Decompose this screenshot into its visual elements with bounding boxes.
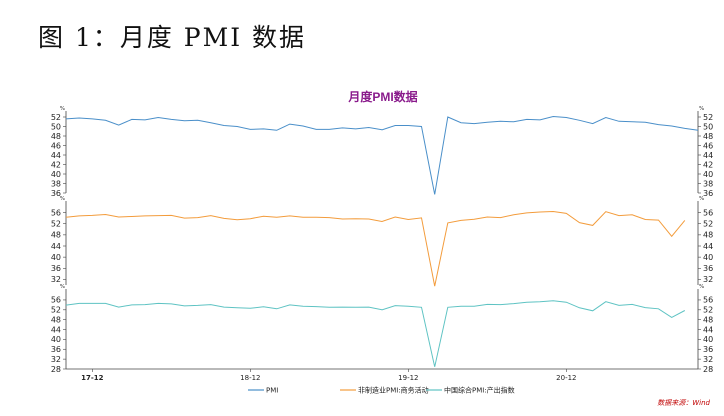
y-tick-label: 48 [703, 132, 713, 141]
legend-label: 中国综合PMI:产出指数 [444, 386, 515, 395]
y-tick-label: 56 [703, 208, 713, 217]
legend-label: PMI [266, 387, 278, 395]
y-tick-label: 44 [51, 151, 61, 160]
chart-title: 月度PMI数据 [347, 89, 417, 104]
legend-label: 非制造业PMI:商务活动 [358, 386, 429, 395]
y-tick-label: 48 [51, 132, 61, 141]
y-tick-label: 40 [51, 335, 61, 344]
y-tick-label: 50 [703, 122, 713, 131]
x-tick-label: 20-12 [556, 374, 576, 382]
y-tick-label: 52 [51, 220, 61, 229]
y-tick-label: 46 [51, 141, 61, 150]
y-tick-label: 36 [703, 345, 713, 354]
y-tick-label: 36 [51, 264, 61, 273]
y-tick-label: 44 [51, 242, 61, 251]
y-tick-label: 44 [703, 325, 713, 334]
y-tick-label: 50 [51, 122, 61, 131]
y-tick-label: 52 [51, 113, 61, 122]
y-tick-label: 28 [51, 365, 61, 374]
y-unit-label: % [699, 106, 704, 112]
y-tick-label: 36 [703, 264, 713, 273]
y-unit-label: % [699, 196, 704, 202]
y-tick-label: 52 [51, 306, 61, 315]
y-tick-label: 32 [703, 275, 713, 284]
y-tick-label: 48 [51, 231, 61, 240]
x-tick-label: 18-12 [240, 374, 260, 382]
y-tick-label: 38 [703, 179, 713, 188]
y-tick-label: 40 [703, 335, 713, 344]
y-tick-label: 40 [51, 253, 61, 262]
y-tick-label: 48 [703, 315, 713, 324]
y-tick-label: 32 [51, 275, 61, 284]
y-tick-label: 48 [703, 231, 713, 240]
y-tick-label: 56 [703, 296, 713, 305]
y-tick-label: 42 [51, 160, 61, 169]
x-tick-label: 19-12 [398, 374, 418, 382]
y-tick-label: 40 [703, 253, 713, 262]
y-tick-label: 52 [703, 113, 713, 122]
y-tick-label: 40 [51, 170, 61, 179]
y-tick-label: 32 [703, 355, 713, 364]
series-line [65, 115, 699, 195]
y-tick-label: 48 [51, 315, 61, 324]
y-tick-label: 42 [703, 160, 713, 169]
y-unit-label: % [699, 284, 704, 290]
y-tick-label: 44 [51, 325, 61, 334]
page-heading: 图 1：月度 PMI 数据 [38, 23, 307, 52]
series-line [65, 300, 686, 367]
y-tick-label: 40 [703, 170, 713, 179]
panel-2: % % 56 56 52 52 48 48 44 44 40 40 36 36 32 32 [51, 196, 713, 287]
y-tick-label: 46 [703, 141, 713, 150]
y-tick-label: 44 [703, 151, 713, 160]
y-tick-label: 56 [51, 296, 61, 305]
y-unit-label: % [60, 284, 65, 290]
y-tick-label: 28 [703, 365, 713, 374]
y-tick-label: 36 [51, 345, 61, 354]
y-tick-label: 32 [51, 355, 61, 364]
y-tick-label: 36 [703, 189, 713, 198]
y-tick-label: 52 [703, 306, 713, 315]
y-tick-label: 38 [51, 179, 61, 188]
y-tick-label: 44 [703, 242, 713, 251]
y-unit-label: % [60, 106, 65, 112]
series-line [65, 210, 686, 287]
y-tick-label: 56 [51, 208, 61, 217]
y-tick-label: 36 [51, 189, 61, 198]
data-source: 数据来源：Wind [657, 399, 710, 407]
x-tick-label: 17-12 [81, 374, 104, 382]
y-tick-label: 52 [703, 220, 713, 229]
y-unit-label: % [60, 196, 65, 202]
